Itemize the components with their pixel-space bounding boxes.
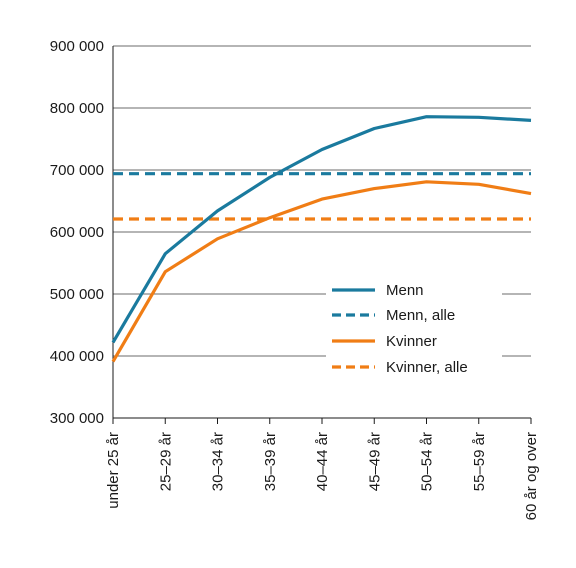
series-line-0 xyxy=(111,115,532,344)
y-tick-label: 300 000 xyxy=(50,410,104,427)
x-axis: under 25 år 25–29 år 30–34 år 35–39 år 40–44… xyxy=(105,418,540,520)
series-line-2 xyxy=(111,180,532,363)
legend: Menn Menn, alle Kvinner Kvinner, alle xyxy=(326,276,502,384)
x-tick-label: 55–59 år xyxy=(471,432,488,491)
y-tick-label: 400 000 xyxy=(50,348,104,365)
x-tick-label: 30–34 år xyxy=(210,432,227,491)
x-tick-label: 40–44 år xyxy=(314,432,331,491)
y-tick-label: 500 000 xyxy=(50,286,104,303)
legend-label: Kvinner xyxy=(386,333,437,350)
legend-label: Menn xyxy=(386,282,424,299)
y-axis: 300 000 400 000 500 000 600 000 700 000 800 0… xyxy=(50,38,104,427)
y-tick-label: 800 000 xyxy=(50,100,104,117)
legend-label: Menn, alle xyxy=(386,307,455,324)
y-tick-label: 600 000 xyxy=(50,224,104,241)
x-tick-label: 25–29 år xyxy=(157,432,174,491)
x-tick-label: 50–54 år xyxy=(419,432,436,491)
x-tick-label: 45–49 år xyxy=(366,432,383,491)
legend-background xyxy=(326,276,502,384)
y-tick-label: 700 000 xyxy=(50,162,104,179)
series-lines xyxy=(111,115,532,363)
x-tick-label: 60 år og over xyxy=(523,432,540,520)
legend-label: Kvinner, alle xyxy=(386,359,468,376)
x-tick-label: 35–39 år xyxy=(262,432,279,491)
gridlines xyxy=(112,45,531,419)
x-tick-label: under 25 år xyxy=(105,432,122,509)
y-tick-label: 900 000 xyxy=(50,38,104,55)
